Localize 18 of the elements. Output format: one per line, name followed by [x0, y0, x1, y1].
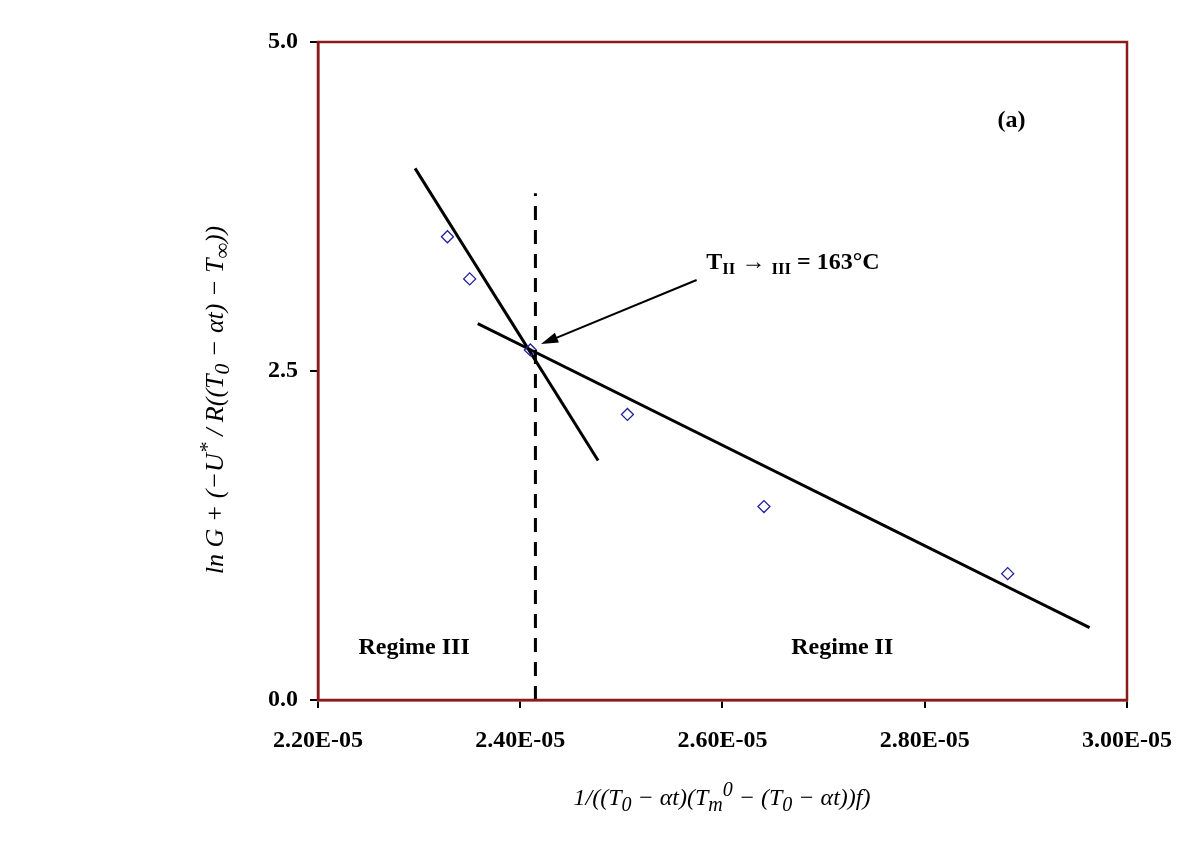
y-tick-label: 2.5 [268, 356, 298, 383]
point [440, 230, 455, 244]
x-tick-label: 2.20E-05 [273, 725, 363, 752]
annotation: (a) [997, 106, 1026, 133]
point [620, 407, 635, 422]
point [463, 272, 477, 286]
x-tick-label: 3.00E-05 [1082, 725, 1172, 752]
x-tick-label: 2.80E-05 [879, 725, 970, 752]
x-tick-label: 2.60E-05 [677, 725, 768, 752]
x-axis-title: 1/((T$_{0}$ − αt)(T$_{m}$$^{0}$ − (T$_{0}$ − αt))f) [573, 778, 871, 816]
annotation: Regime III [358, 632, 470, 659]
point [1001, 567, 1015, 581]
x-tick-label: 2.40E-05 [475, 725, 566, 752]
annotation: Regime II [791, 632, 894, 659]
y-tick-label: 0.0 [268, 685, 298, 712]
point [523, 343, 538, 357]
point [757, 499, 771, 514]
y-tick-label: 5.0 [268, 27, 298, 54]
